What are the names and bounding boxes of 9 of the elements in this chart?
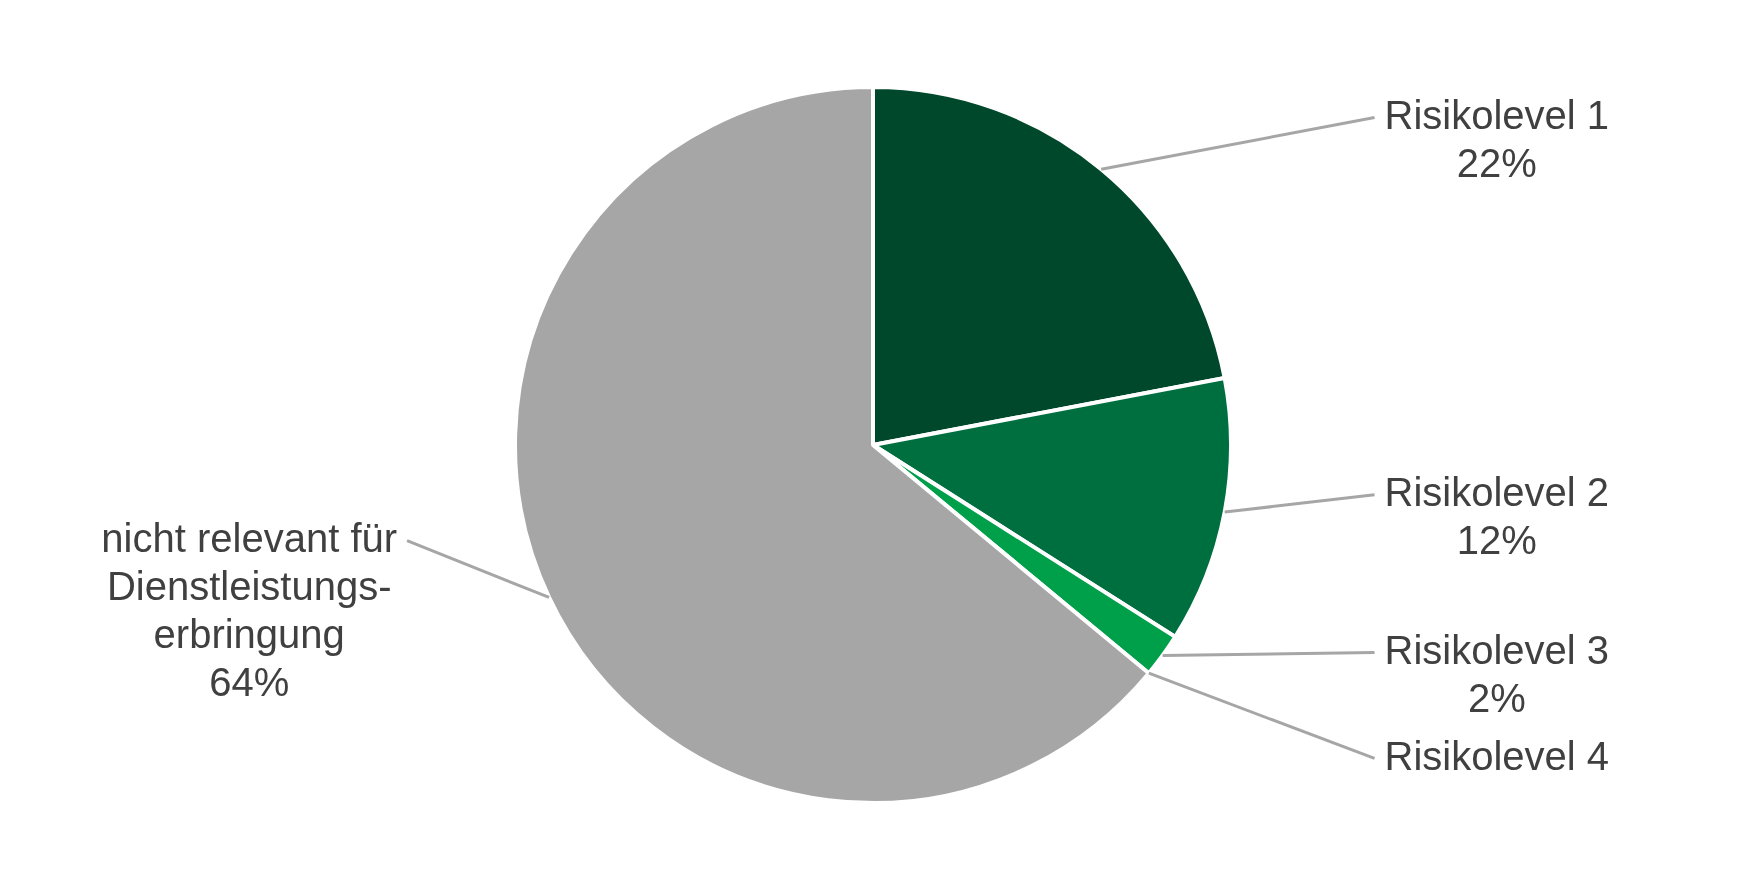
slice-label: nicht relevant für Dienstleistungs-erbringung — [101, 515, 398, 656]
data-label: 64% — [209, 659, 290, 704]
data-label: 2% — [1467, 675, 1526, 720]
category-label: Risikolevel 4 — [1384, 733, 1610, 778]
data-label: 22% — [1456, 140, 1537, 185]
data-label: 12% — [1456, 517, 1537, 562]
slice-label: Risikolevel 2 — [1384, 469, 1610, 514]
slice-label: Risikolevel 3 — [1384, 627, 1610, 672]
slice-label: Risikolevel 1 — [1384, 92, 1610, 137]
